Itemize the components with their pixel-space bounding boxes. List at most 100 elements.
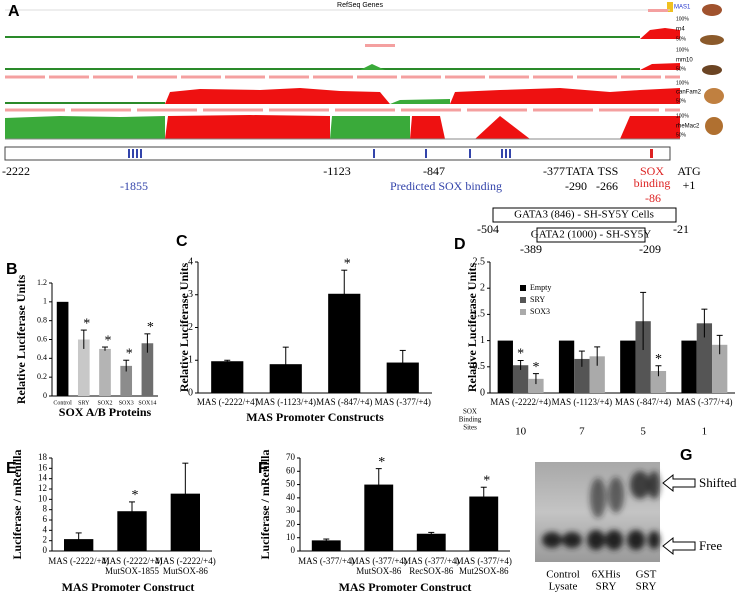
animal-icon bbox=[700, 35, 724, 45]
position-label: ATG bbox=[677, 164, 701, 178]
position-label: +1 bbox=[683, 178, 696, 192]
scale-label: 100% bbox=[676, 113, 689, 119]
y-tick-label: 10 bbox=[286, 532, 296, 542]
significance: * bbox=[378, 455, 385, 470]
x-tick-label: MAS (-377/+4) bbox=[375, 397, 431, 407]
y-axis-label: Luciferase / mRenilla bbox=[258, 450, 272, 560]
position-label: TATA bbox=[566, 164, 595, 178]
track-fill bbox=[640, 63, 680, 70]
band-label: Free bbox=[699, 538, 722, 553]
y-tick-label: 1 bbox=[480, 335, 485, 346]
error-bar bbox=[399, 349, 406, 375]
y-tick-label: 0.4 bbox=[37, 353, 47, 362]
position-label: SOX bbox=[640, 164, 664, 178]
significance: * bbox=[344, 256, 351, 271]
y-tick-label: 4 bbox=[43, 524, 48, 534]
position-label: -86 bbox=[645, 191, 661, 205]
significance: * bbox=[105, 333, 112, 348]
track-fill bbox=[475, 116, 530, 139]
sites-label: SOX bbox=[463, 408, 477, 416]
bar bbox=[620, 340, 636, 393]
bar bbox=[416, 533, 446, 551]
y-tick-label: 40 bbox=[286, 492, 296, 502]
y-tick-label: 0.5 bbox=[473, 361, 486, 372]
panel-letter: E bbox=[6, 460, 17, 477]
x-tick-label: SOX14 bbox=[138, 400, 156, 406]
gel bbox=[535, 462, 696, 562]
x-tick-label: MAS (-847/+4) bbox=[615, 397, 671, 407]
error-bar bbox=[375, 468, 382, 501]
y-tick-label: 6 bbox=[43, 514, 48, 524]
lane-labels: Control Lysate 6XHis SRY GST SRY bbox=[546, 569, 656, 593]
position-label: -377 bbox=[543, 164, 565, 178]
bar bbox=[211, 361, 244, 393]
scale-label: 50% bbox=[676, 98, 687, 104]
panel-letter: B bbox=[6, 261, 18, 278]
lane-label: 6XHis bbox=[592, 569, 621, 581]
x-tick-label: SOX3 bbox=[119, 400, 134, 406]
region-start: -504 bbox=[477, 222, 499, 236]
track-fill bbox=[450, 88, 680, 104]
y-tick-label: 0 bbox=[188, 387, 193, 398]
error-bar bbox=[716, 334, 723, 355]
scale-label: 100% bbox=[676, 80, 689, 86]
x-tick-label: MAS (-377/+4) bbox=[676, 397, 732, 407]
x-tick-label: RecSOX-86 bbox=[409, 566, 453, 576]
scale-label: 50% bbox=[676, 66, 687, 72]
track-label: rheMac2 bbox=[676, 124, 700, 130]
error-bar bbox=[123, 359, 130, 372]
y-tick-label: 0 bbox=[480, 387, 485, 398]
track-title: RefSeq Genes bbox=[337, 2, 383, 9]
track-fill bbox=[620, 116, 680, 139]
animal-icon bbox=[702, 65, 722, 75]
region-end: -21 bbox=[673, 222, 689, 236]
bar bbox=[528, 378, 544, 393]
gel-bands bbox=[542, 471, 660, 550]
bar bbox=[650, 370, 667, 393]
bar bbox=[120, 365, 133, 396]
bar bbox=[497, 340, 513, 393]
y-tick-label: 0 bbox=[291, 545, 296, 555]
track-bar bbox=[365, 44, 395, 47]
x-tick-label: MutSOX-1855 bbox=[105, 566, 160, 576]
error-bar bbox=[129, 501, 135, 521]
x-axis-label: MAS Promoter Constructs bbox=[246, 410, 384, 424]
panel-letter: F bbox=[258, 460, 268, 477]
error-bar bbox=[182, 462, 189, 525]
significance: * bbox=[655, 352, 662, 367]
positions: -2222 -1855 -1123 -847 Predicted SOX bin… bbox=[2, 164, 701, 205]
sox-sites bbox=[128, 149, 511, 158]
track-fill bbox=[640, 28, 680, 39]
x-tick-label: MAS (-2222/+4) bbox=[48, 556, 109, 566]
panel-letter: D bbox=[454, 236, 466, 253]
bar bbox=[512, 365, 529, 393]
x-tick-label: MAS (-1123/+4) bbox=[256, 397, 317, 407]
error-bar bbox=[224, 359, 231, 363]
region-end: -209 bbox=[639, 242, 661, 256]
region-label: GATA3 (846) - SH-SY5Y Cells bbox=[514, 209, 654, 221]
error-bar bbox=[80, 329, 87, 349]
lane-label: GST bbox=[636, 569, 657, 581]
gata3-box bbox=[492, 207, 677, 223]
sites-value: 10 bbox=[515, 426, 527, 438]
lane-label: Control bbox=[546, 569, 580, 581]
position-label: binding bbox=[634, 176, 671, 190]
y-tick-label: 1 bbox=[188, 355, 193, 366]
track-fill bbox=[165, 88, 390, 104]
error-bar bbox=[428, 531, 435, 536]
animal-icon bbox=[705, 117, 723, 135]
error-bar bbox=[323, 538, 330, 542]
legend-label: Empty bbox=[530, 283, 551, 292]
track-fill bbox=[330, 116, 410, 139]
significance: * bbox=[83, 316, 90, 331]
scale-label: 100% bbox=[676, 16, 689, 22]
track-fill bbox=[390, 99, 450, 104]
error-bar bbox=[102, 346, 108, 351]
position-label: -847 bbox=[423, 164, 445, 178]
x-tick-label: MAS (-377/+4) bbox=[351, 556, 407, 566]
y-tick-label: 10 bbox=[38, 493, 48, 503]
region-label: GATA2 (1000) - SH-SY5Y bbox=[531, 229, 651, 241]
bar bbox=[696, 323, 713, 393]
